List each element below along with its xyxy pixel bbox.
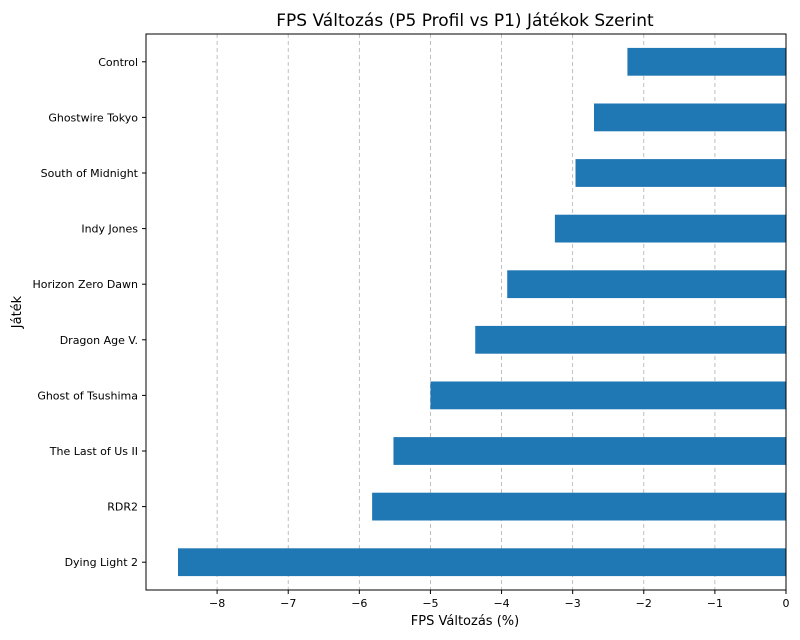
x-tick-label-2: −6 [351, 597, 367, 610]
bar-4 [507, 270, 786, 299]
x-tick-label-7: −1 [707, 597, 723, 610]
y-tick-label-9: Dying Light 2 [65, 556, 138, 569]
y-tick-label-2: South of Midnight [41, 167, 139, 180]
bar-8 [372, 492, 786, 521]
bar-9 [178, 548, 786, 577]
bar-7 [393, 437, 786, 465]
bar-0 [627, 47, 786, 76]
x-tick-label-3: −5 [422, 597, 438, 610]
x-tick-label-6: −2 [636, 597, 652, 610]
plot-frame [145, 33, 787, 591]
x-tick-label-5: −3 [565, 597, 581, 610]
x-tick-label-0: −8 [209, 597, 225, 610]
bar-2 [575, 159, 786, 187]
y-tick-label-1: Ghostwire Tokyo [48, 111, 138, 124]
y-tick-label-5: Dragon Age V. [60, 334, 138, 347]
x-axis-ticks: −8 −7 −6 −5 −4 −3 −2 −1 0 [209, 590, 790, 610]
x-tick-label-8: 0 [783, 597, 790, 610]
y-tick-label-8: RDR2 [107, 501, 138, 514]
bar-3 [554, 214, 786, 243]
y-tick-label-6: Ghost of Tsushima [37, 389, 138, 402]
y-axis-label: Játék [10, 295, 25, 329]
y-axis-ticks: Control Ghostwire Tokyo South of Midnight I… [32, 56, 146, 569]
bar-5 [475, 325, 786, 354]
y-tick-label-0: Control [98, 56, 138, 69]
bar-1 [594, 103, 786, 132]
bar-6 [430, 381, 786, 410]
y-tick-label-3: Indy Jones [81, 223, 138, 236]
y-tick-label-7: The Last of Us II [49, 445, 138, 458]
x-tick-label-4: −4 [493, 597, 509, 610]
chart-title: FPS Változás (P5 Profil vs P1) Játékok S… [276, 11, 654, 31]
bars [178, 47, 786, 577]
y-tick-label-4: Horizon Zero Dawn [32, 278, 138, 291]
x-tick-label-1: −7 [280, 597, 296, 610]
x-axis-label: FPS Változás (%) [411, 614, 519, 629]
